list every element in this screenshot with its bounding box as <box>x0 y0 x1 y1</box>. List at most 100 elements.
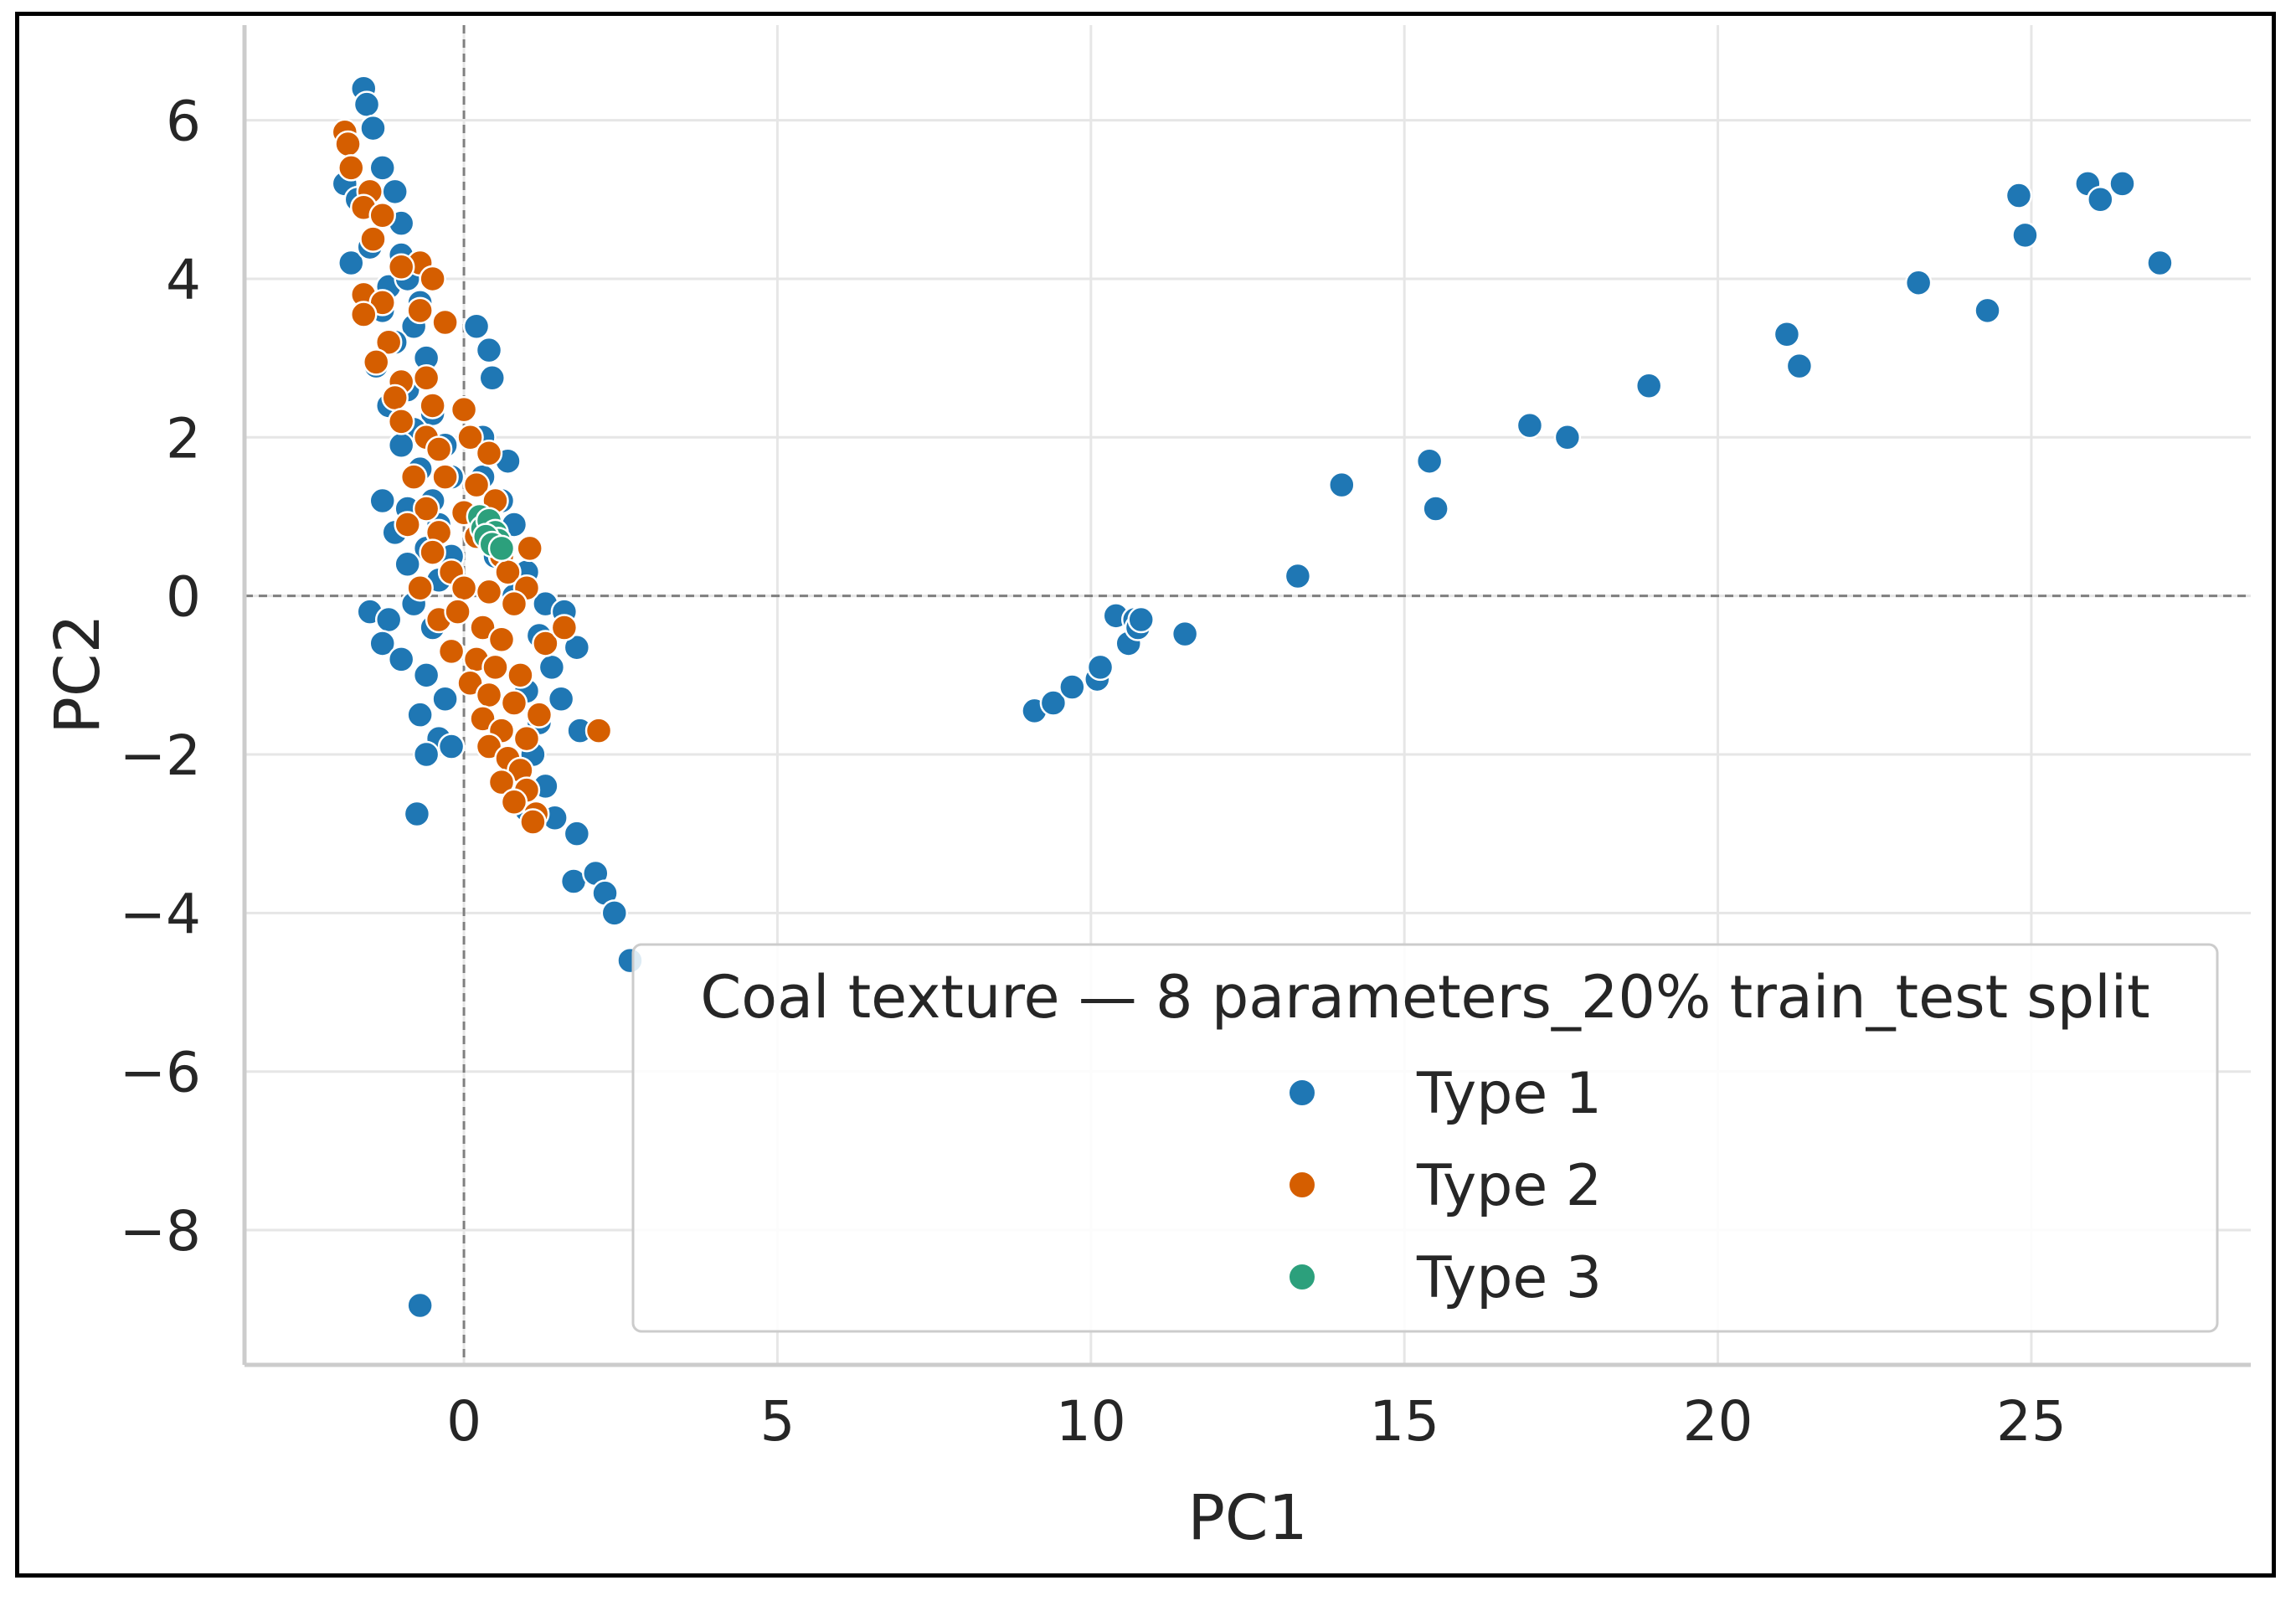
data-point <box>563 820 591 847</box>
data-point <box>334 130 362 158</box>
data-point <box>406 1291 434 1320</box>
data-points <box>331 75 2174 1320</box>
data-point <box>374 605 403 634</box>
data-point <box>444 598 471 625</box>
data-point <box>507 662 534 689</box>
data-point <box>374 328 403 356</box>
data-point <box>2005 182 2033 209</box>
data-point <box>359 225 387 253</box>
y-tick-label: −6 <box>120 1041 201 1105</box>
data-point <box>584 717 613 744</box>
data-point <box>412 364 440 392</box>
data-point <box>1039 689 1068 717</box>
data-point <box>462 312 491 341</box>
data-point <box>387 431 415 460</box>
data-point <box>563 633 591 662</box>
x-tick-label: 20 <box>1683 1389 1753 1454</box>
data-point <box>500 589 528 618</box>
data-point <box>387 253 415 281</box>
data-point <box>425 435 453 463</box>
data-point <box>387 408 415 435</box>
data-point <box>450 395 478 424</box>
data-point <box>550 614 579 641</box>
legend-label: Type 3 <box>1416 1245 1602 1311</box>
data-point <box>2011 221 2039 250</box>
data-point <box>2087 186 2114 214</box>
y-tick-label: 6 <box>166 90 201 154</box>
data-point <box>1415 447 1444 475</box>
data-point <box>353 90 381 118</box>
data-point <box>475 681 503 709</box>
data-point <box>1422 495 1449 523</box>
data-point <box>487 768 516 796</box>
data-point <box>381 178 409 206</box>
x-tick-label: 10 <box>1056 1389 1126 1454</box>
data-point <box>412 495 440 523</box>
data-point <box>406 296 434 325</box>
x-tick-label: 25 <box>1996 1389 2067 1454</box>
data-point <box>368 201 396 229</box>
legend-marker <box>1288 1171 1316 1199</box>
legend: Coal texture — 8 parameters_20% train_te… <box>631 943 2219 1333</box>
data-point <box>337 154 365 182</box>
y-tick-label: 2 <box>166 406 201 471</box>
x-tick-label: 0 <box>446 1389 481 1454</box>
data-point <box>368 630 396 657</box>
data-point <box>487 625 516 653</box>
data-point <box>547 685 575 713</box>
data-point <box>600 899 629 927</box>
data-point <box>450 574 478 602</box>
data-point <box>1516 411 1544 440</box>
legend-marker <box>1288 1078 1316 1107</box>
data-point <box>406 574 434 602</box>
axes <box>242 25 2251 1367</box>
legend-items: Type 1 Type 2 Type 3 <box>1288 1061 1602 1311</box>
data-point <box>437 637 466 666</box>
y-tick-label: −2 <box>120 723 201 788</box>
data-point <box>412 740 440 769</box>
data-point <box>350 301 378 328</box>
data-point <box>475 578 503 606</box>
data-point <box>2108 170 2136 198</box>
data-point <box>538 653 566 682</box>
data-point <box>412 662 440 689</box>
legend-marker <box>1288 1263 1316 1291</box>
data-point <box>1553 424 1582 451</box>
y-tick-label: −8 <box>120 1199 201 1264</box>
data-point <box>500 689 528 717</box>
y-tick-label: 0 <box>166 565 201 630</box>
data-point <box>2146 249 2174 277</box>
data-point <box>394 550 421 579</box>
data-point <box>368 154 396 182</box>
data-point <box>456 424 484 451</box>
y-axis-label: PC2 <box>42 614 114 734</box>
data-point <box>516 534 543 563</box>
data-point <box>1171 620 1199 648</box>
data-point <box>337 249 365 277</box>
data-point <box>1785 352 1814 380</box>
data-point <box>406 701 434 728</box>
x-tick-label: 5 <box>759 1389 795 1454</box>
data-point <box>1284 562 1312 590</box>
data-point <box>419 265 446 293</box>
data-point <box>1773 320 1801 348</box>
data-point <box>525 701 553 728</box>
data-point <box>431 463 459 491</box>
data-point <box>512 724 541 753</box>
data-point <box>399 463 428 491</box>
legend-label: Type 1 <box>1416 1061 1602 1127</box>
data-point <box>394 511 421 538</box>
y-tick-label: −4 <box>120 882 201 946</box>
data-point <box>475 336 503 364</box>
data-point <box>532 630 559 657</box>
x-tick-label: 15 <box>1369 1389 1439 1454</box>
y-tick-label: 4 <box>166 248 201 312</box>
x-axis-label: PC1 <box>1187 1482 1307 1554</box>
data-point <box>381 384 409 412</box>
data-point <box>419 392 446 420</box>
data-point <box>487 534 516 563</box>
data-point <box>462 471 491 499</box>
data-point <box>437 733 466 760</box>
